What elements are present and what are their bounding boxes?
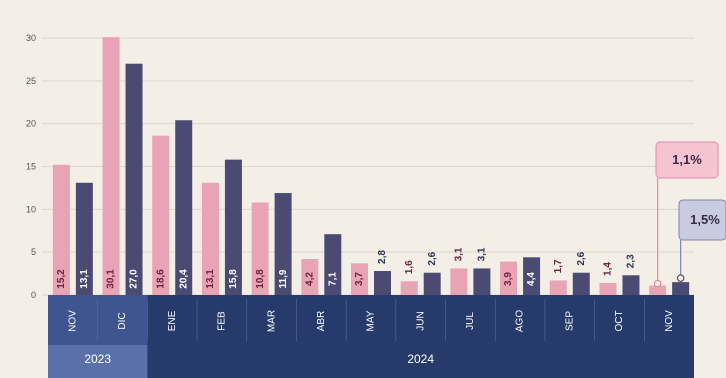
callout-dot-navy: [676, 274, 685, 282]
month-label: FEB: [217, 311, 228, 331]
month-label: OCT: [614, 310, 625, 331]
bar: [649, 285, 667, 295]
month-label: JUN: [415, 311, 426, 330]
y-axis: 0 5 10 15 20 25 30: [26, 33, 36, 300]
y-tick-label: 5: [31, 247, 36, 257]
value-label: 13,1: [79, 269, 90, 289]
value-label: 27,0: [129, 269, 140, 289]
callout-box-pink: [655, 141, 719, 179]
year-band-2023: [48, 345, 148, 378]
y-tick-label: 0: [31, 290, 36, 300]
y-tick-label: 30: [26, 33, 36, 43]
bar: [400, 281, 418, 295]
value-label: 1,6: [404, 260, 415, 274]
value-label: 2,8: [377, 250, 388, 264]
value-label: 3,1: [454, 247, 465, 261]
callouts: 1,1% 1,5%: [653, 141, 726, 288]
month-label: NOV: [664, 310, 675, 332]
bar: [175, 120, 193, 296]
month-label: MAR: [266, 310, 277, 332]
bar: [473, 268, 491, 295]
bar: [274, 193, 292, 295]
value-labels: 15,2 30,1 18,6 13,1 10,8 4,2 3,7 1,6 3,1 3,9 1,7 1,…: [56, 247, 637, 289]
value-label: 10,8: [255, 269, 266, 289]
bar: [301, 259, 319, 295]
bar: [549, 280, 567, 295]
value-label: 4,2: [304, 272, 315, 286]
bar: [572, 272, 590, 295]
month-label: JUL: [465, 312, 476, 330]
y-tick-label: 25: [26, 76, 36, 86]
bars: [52, 37, 690, 296]
callout-label-navy: 1,5%: [690, 212, 720, 227]
value-label: 18,6: [155, 269, 166, 289]
bar: [152, 135, 170, 295]
value-label: 15,2: [56, 269, 67, 289]
year-label: 2024: [407, 352, 434, 366]
y-tick-label: 10: [26, 204, 36, 214]
value-label: 4,4: [526, 272, 537, 286]
bar: [251, 202, 269, 295]
bar: [351, 263, 368, 295]
bar: [201, 182, 219, 295]
value-label: 1,7: [553, 259, 564, 273]
bar: [622, 275, 640, 295]
bar: [102, 37, 120, 295]
bar: [52, 164, 70, 295]
value-label: 1,4: [603, 262, 614, 276]
value-label: 3,9: [503, 272, 514, 286]
bar: [75, 182, 93, 295]
value-label: 3,1: [477, 247, 488, 261]
bar: [599, 283, 617, 295]
value-label: 13,1: [205, 269, 216, 289]
month-label: ABR: [316, 311, 327, 332]
month-label: NOV: [67, 310, 78, 332]
callout-label-pink: 1,1%: [672, 152, 702, 167]
year-label: 2023: [84, 352, 111, 366]
bar: [224, 159, 242, 295]
y-tick-label: 15: [26, 162, 36, 172]
value-label: 7,1: [327, 272, 338, 286]
bar: [523, 257, 541, 295]
bar: [500, 261, 518, 295]
value-label: 2,3: [626, 254, 637, 268]
value-label: 2,6: [427, 251, 438, 265]
bar: [324, 234, 342, 295]
grid-lines: [42, 37, 694, 296]
value-label: 15,8: [228, 269, 239, 289]
callout-box-navy: [678, 199, 726, 241]
value-label: 11,9: [278, 269, 289, 288]
value-label: 2,6: [576, 251, 587, 265]
value-label: 20,4: [178, 269, 189, 289]
bar: [450, 268, 468, 295]
month-band: NOV DIC ENE FEB MAR ABR MAY JUN JUL AGO SEP OCT NOV 2…: [48, 295, 694, 378]
y-tick-label: 20: [26, 119, 36, 129]
month-label: MAY: [366, 310, 377, 331]
callout-dot-pink: [653, 279, 662, 288]
value-label: 3,7: [354, 272, 365, 286]
month-label: ENE: [167, 310, 178, 331]
month-label: SEP: [564, 311, 575, 331]
bar: [672, 282, 690, 295]
month-band-bg: [48, 295, 694, 378]
month-label: DIC: [117, 312, 128, 329]
month-label: AGO: [515, 310, 526, 332]
bar: [374, 271, 391, 295]
bar: [423, 272, 441, 295]
value-label: 30,1: [106, 269, 117, 289]
bar: [125, 63, 143, 296]
